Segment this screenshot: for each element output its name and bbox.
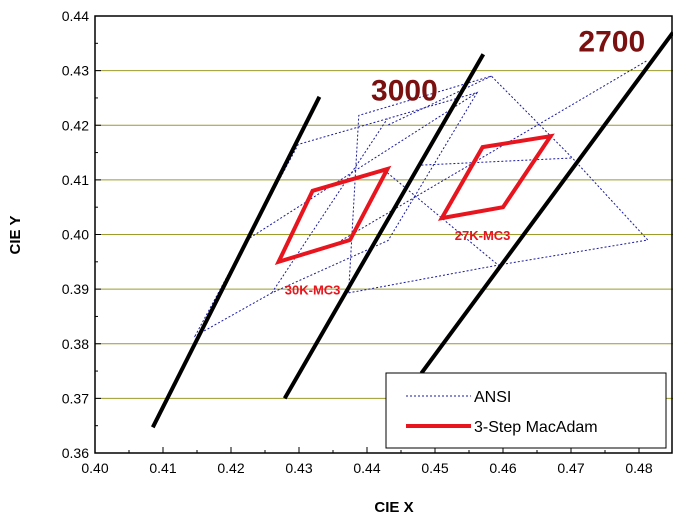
y-axis-title: CIE Y	[7, 216, 24, 255]
cct-label: 2700	[578, 26, 645, 59]
macadam-quads	[274, 133, 555, 266]
cct-lines	[151, 31, 673, 429]
ansi-line	[271, 118, 388, 294]
y-tick-label: 0.40	[62, 227, 89, 243]
x-tick-label: 0.44	[353, 460, 380, 476]
cct-label: 3000	[371, 75, 438, 108]
grid-lines	[95, 70, 673, 399]
ansi-line	[340, 59, 649, 241]
x-tick-label: 0.41	[149, 460, 176, 476]
cct-line	[151, 95, 322, 429]
y-tick-label: 0.38	[62, 336, 89, 352]
y-tick-label: 0.39	[62, 281, 89, 297]
x-tick-label: 0.48	[625, 460, 652, 476]
y-tick-label: 0.41	[62, 172, 89, 188]
macadam-quad	[274, 165, 392, 266]
cct-line	[282, 53, 486, 400]
annotation-labels: 3000 2700 30K-MC3 27K-MC3	[285, 26, 645, 298]
ansi-line	[421, 157, 573, 166]
legend-box	[385, 372, 667, 449]
legend: ANSI 3-Step MacAdam	[385, 372, 667, 449]
series-label: 30K-MC3	[285, 283, 341, 298]
x-tick-label: 0.43	[285, 460, 312, 476]
ansi-quad	[348, 75, 649, 294]
legend-label: 3-Step MacAdam	[474, 419, 598, 436]
x-tick-label: 0.42	[217, 460, 244, 476]
y-tick-label: 0.44	[62, 8, 89, 24]
macadam-quad	[437, 133, 555, 221]
ansi-line	[387, 75, 492, 126]
y-tick-label: 0.37	[62, 390, 89, 406]
ansi-line	[246, 92, 478, 241]
x-tick-label: 0.40	[81, 460, 108, 476]
cct-line	[419, 31, 673, 375]
y-axis: 0.36 0.37 0.38 0.39 0.40 0.41 0.42 0.43 0.44	[62, 8, 101, 461]
legend-label: ANSI	[474, 389, 511, 406]
x-tick-label: 0.47	[557, 460, 584, 476]
x-tick-label: 0.46	[489, 460, 516, 476]
y-tick-label: 0.36	[62, 445, 89, 461]
series-label: 27K-MC3	[455, 228, 511, 243]
x-axis: 0.40 0.41 0.42 0.43 0.44 0.45 0.46 0.47 0.48	[81, 447, 653, 476]
x-tick-label: 0.45	[421, 460, 448, 476]
x-axis-title: CIE X	[374, 499, 413, 516]
y-tick-label: 0.43	[62, 63, 89, 79]
y-tick-label: 0.42	[62, 117, 89, 133]
ansi-quad	[193, 91, 479, 338]
